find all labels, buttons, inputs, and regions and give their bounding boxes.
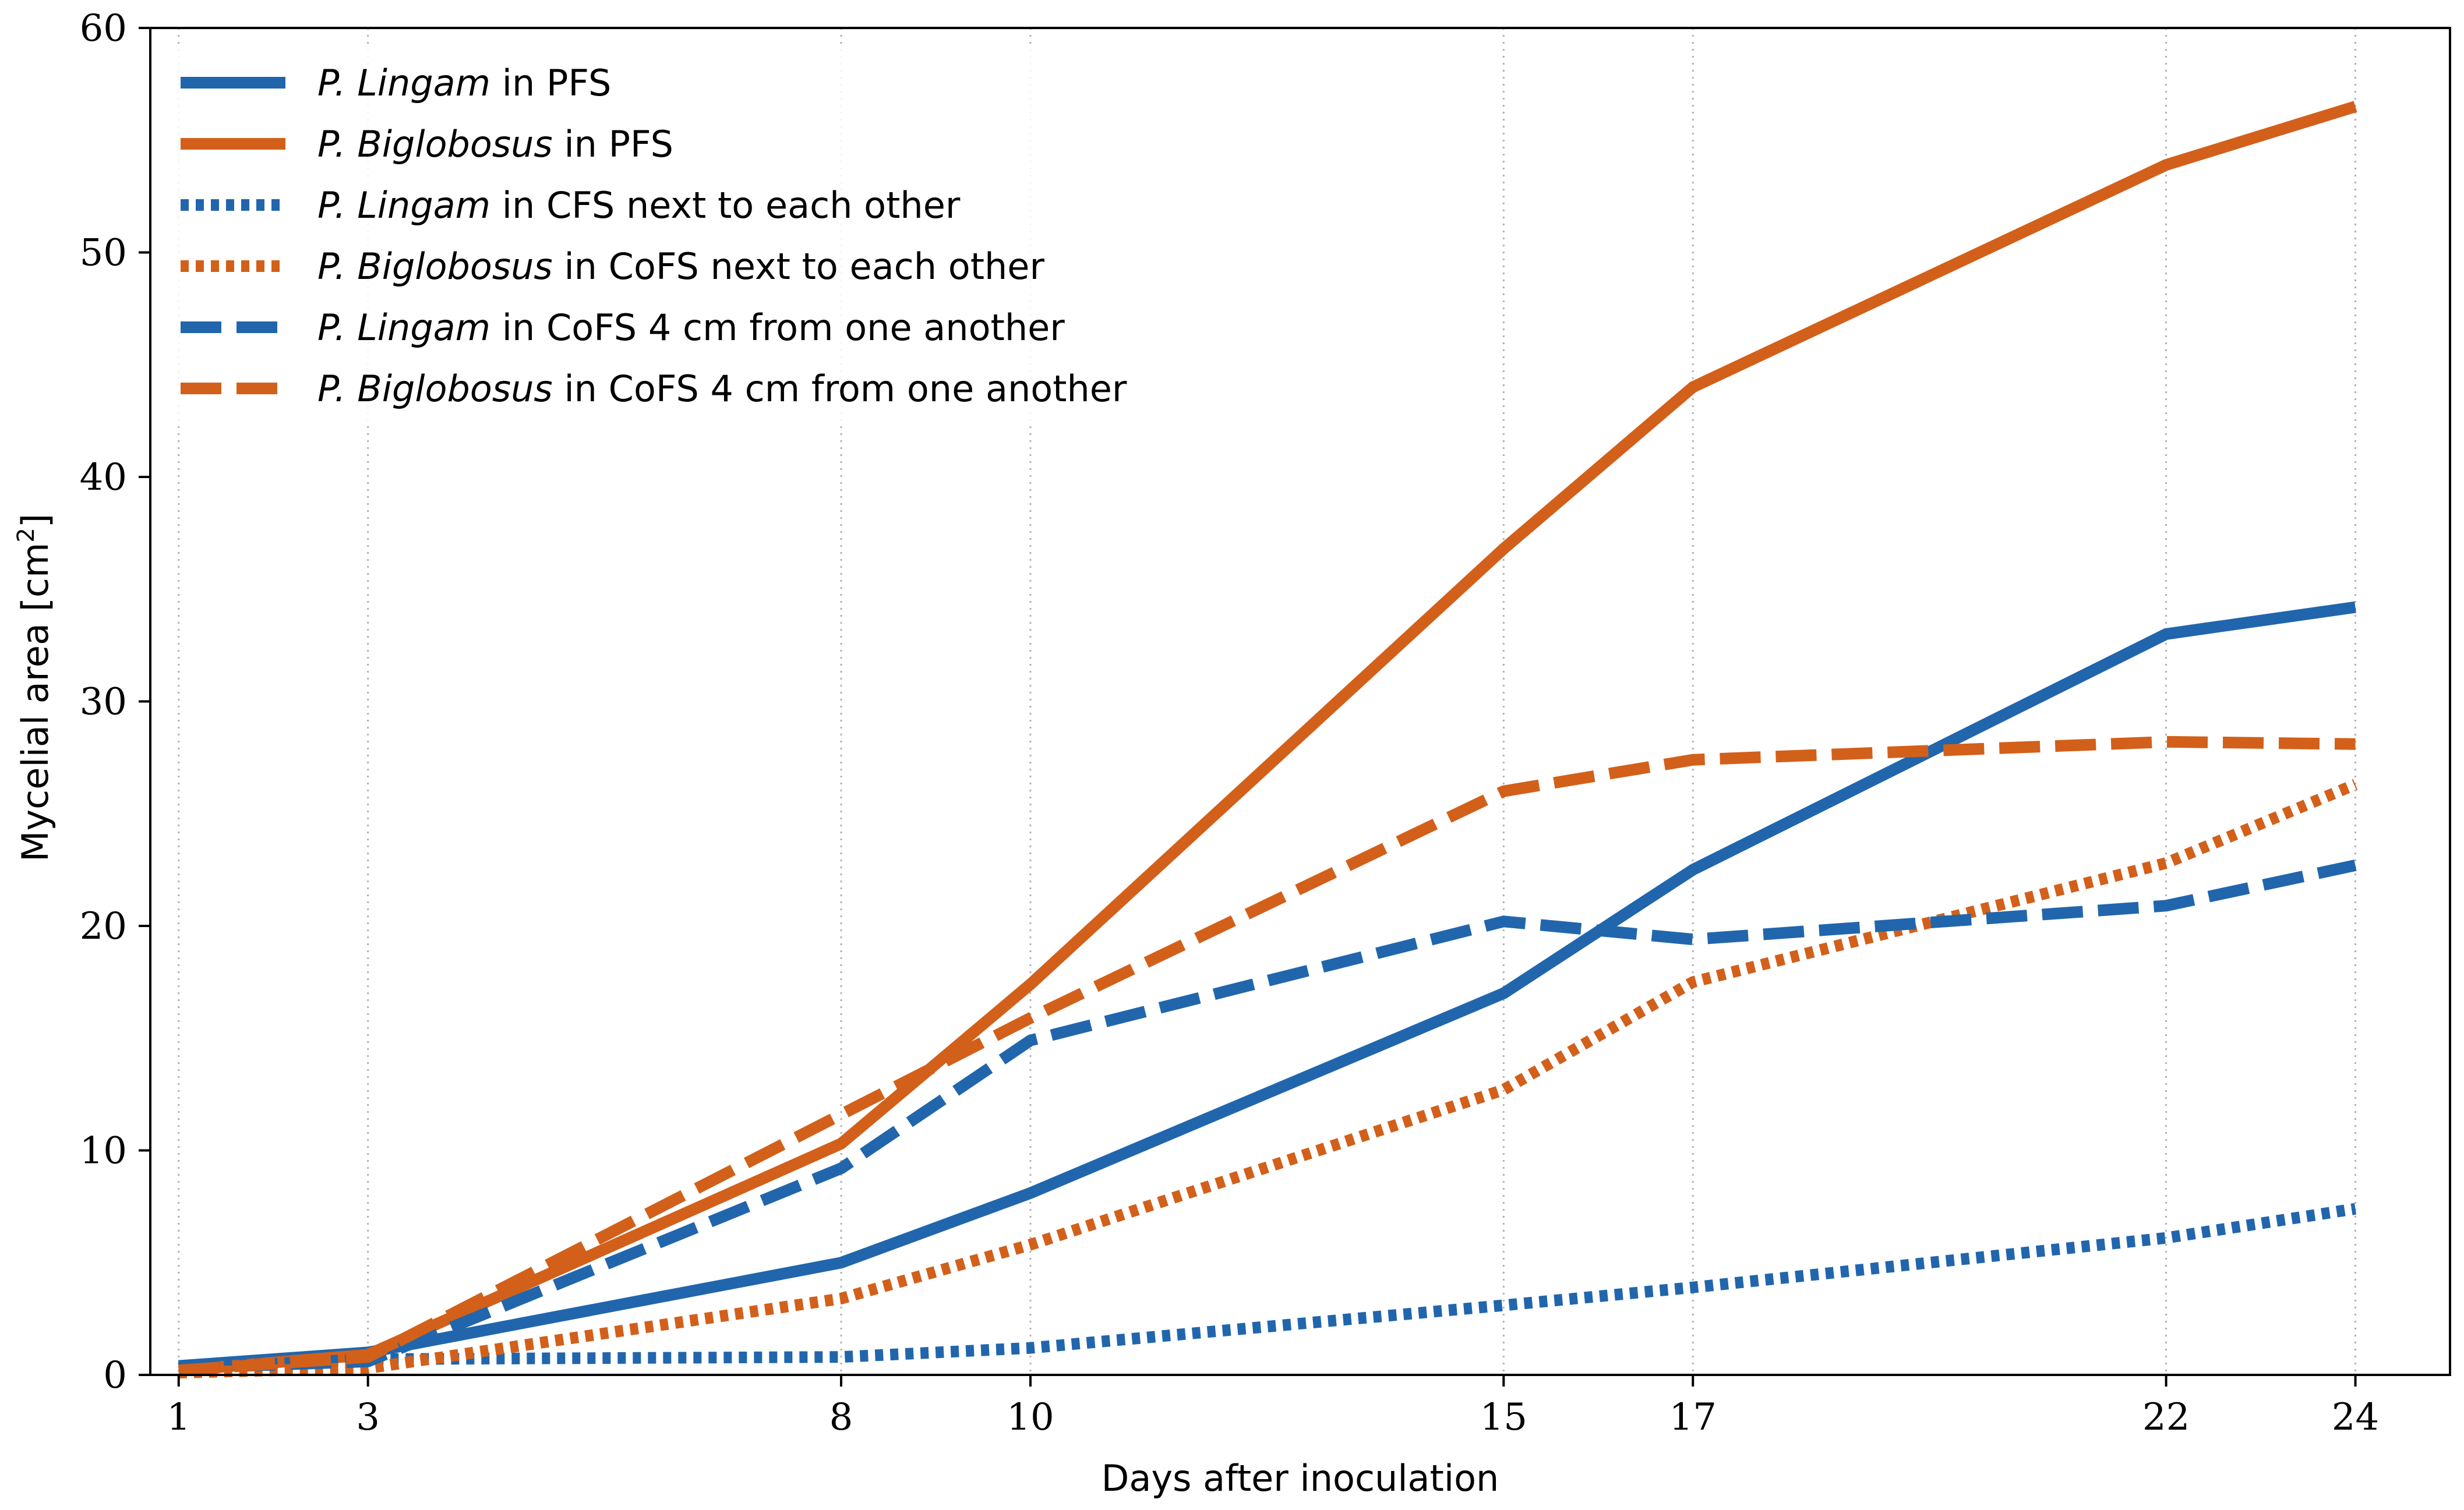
legend-species: P. Biglobosus [317, 367, 553, 410]
y-axis-title: Mycelial area [cm2] [13, 514, 57, 862]
x-tick-label-15: 15 [1480, 1396, 1527, 1439]
legend-condition: in PFS [553, 123, 673, 165]
legend-label-2: P. Biglobosus in PFS [317, 123, 673, 165]
legend-species: P. Biglobosus [317, 123, 553, 165]
ticks-layer: 1 3 8 10 15 17 22 24 0 10 20 30 40 50 60 [80, 7, 2380, 1439]
series-line-3 [178, 1203, 2357, 1374]
series-line-1 [178, 601, 2356, 1372]
y-tick-label-10: 10 [80, 1130, 127, 1173]
y-tick-label-40: 40 [80, 456, 127, 499]
y-axis-title-prefix: Mycelial area [cm [14, 543, 57, 862]
legend-species: P. Biglobosus [317, 245, 553, 288]
legend-label-1: P. Lingam in PFS [317, 62, 611, 104]
legend-label-5: P. Lingam in CoFS 4 cm from one another [317, 306, 1065, 349]
legend-label-3: P. Lingam in CFS next to each other [317, 184, 961, 227]
series-line-4 [178, 779, 2358, 1379]
y-tick-label-50: 50 [80, 232, 127, 275]
series-layer [178, 101, 2358, 1379]
legend-condition: in PFS [490, 62, 611, 104]
legend-species: P. Lingam [317, 184, 490, 227]
x-tick-label-22: 22 [2142, 1396, 2190, 1439]
legend-species: P. Lingam [317, 306, 490, 349]
y-tick-label-20: 20 [80, 905, 127, 948]
x-tick-label-3: 3 [356, 1396, 380, 1439]
x-tick-label-8: 8 [829, 1396, 853, 1439]
y-axis-title-suffix: ] [14, 514, 57, 528]
x-tick-label-10: 10 [1007, 1396, 1054, 1439]
x-axis-title: Days after inoculation [1102, 1457, 1499, 1500]
x-tick-label-17: 17 [1669, 1396, 1717, 1439]
legend-condition: in CoFS next to each other [553, 245, 1045, 288]
legend-condition: in CoFS 4 cm from one another [553, 367, 1127, 410]
legend-condition: in CFS next to each other [490, 184, 961, 227]
legend-condition: in CoFS 4 cm from one another [490, 306, 1065, 349]
y-tick-label-60: 60 [80, 7, 127, 50]
series-line-6 [178, 735, 2356, 1377]
x-tick-label-1: 1 [167, 1396, 190, 1439]
legend-label-4: P. Biglobosus in CoFS next to each other [317, 245, 1044, 288]
series-line-2 [178, 101, 2357, 1377]
y-axis-title-superscript: 2 [13, 528, 40, 542]
legend-species: P. Lingam [317, 62, 490, 104]
legend-label-6: P. Biglobosus in CoFS 4 cm from one anot… [317, 367, 1127, 410]
legend-background [166, 47, 1180, 425]
y-tick-label-0: 0 [103, 1354, 127, 1397]
x-tick-label-24: 24 [2332, 1396, 2379, 1439]
y-tick-label-30: 30 [80, 681, 127, 724]
